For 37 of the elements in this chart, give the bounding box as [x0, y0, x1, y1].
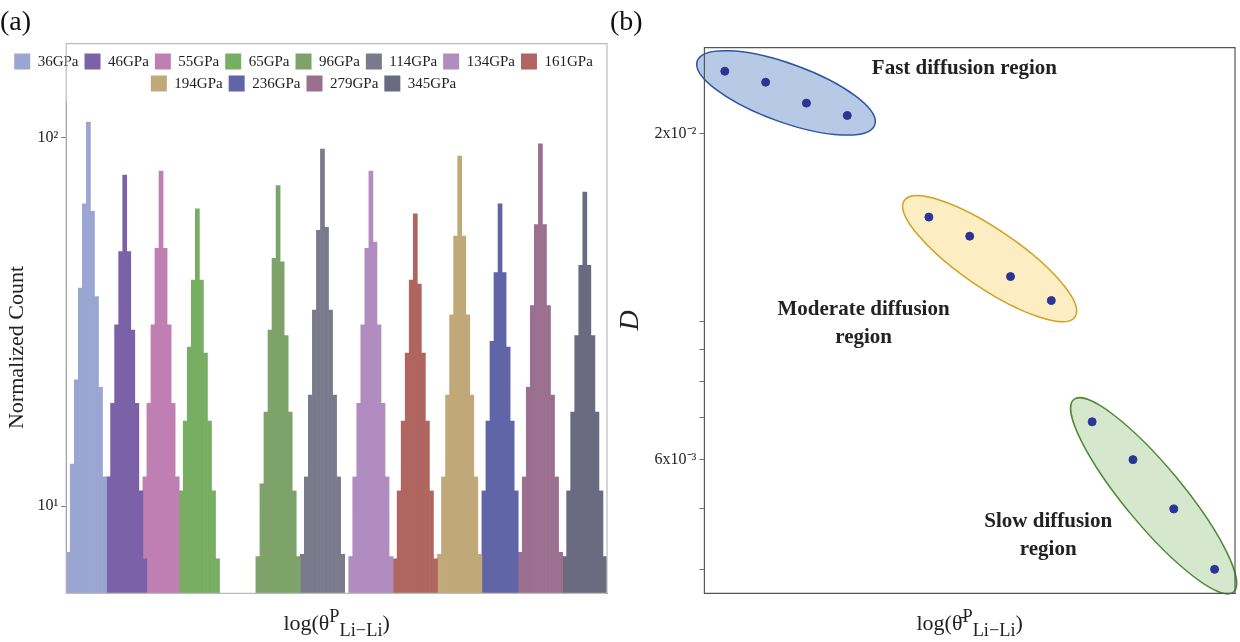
legend-label: 65GPa — [248, 52, 290, 69]
legend-label: 194GPa — [174, 74, 224, 91]
legend-label: 96GPa — [319, 52, 361, 69]
point — [1046, 296, 1056, 306]
y-tick-label: 6x10⁻³ — [654, 449, 697, 467]
point — [1210, 564, 1220, 574]
y-tick-label: 2x10⁻² — [654, 123, 697, 141]
point — [1087, 417, 1097, 427]
point — [1169, 504, 1179, 514]
legend-label: 236GPa — [252, 74, 301, 91]
point — [1128, 455, 1138, 465]
annotation: Slow diffusion region — [984, 508, 1113, 561]
point — [720, 66, 730, 76]
chart-title: (b) — [610, 5, 643, 37]
y-tick-label: 10² — [37, 127, 59, 145]
point — [1006, 272, 1016, 282]
legend-label: 161GPa — [544, 52, 594, 69]
x-axis-title: log(θ̄$^{P}$$_{Li−Li}$) — [916, 606, 1023, 641]
y-axis-title: D — [613, 310, 645, 332]
chart-title: (a) — [0, 5, 32, 37]
point — [761, 77, 771, 87]
annotation: Fast diffusion region — [871, 55, 1058, 80]
legend-label: 36GPa — [37, 52, 79, 69]
y-tick-label: 10¹ — [37, 496, 59, 514]
legend-label: 114GPa — [389, 52, 438, 69]
annotation: Moderate diffusion region — [777, 295, 950, 348]
legend-label: 55GPa — [178, 52, 220, 69]
legend-label: 279GPa — [330, 74, 379, 91]
point — [924, 212, 934, 222]
point — [965, 231, 975, 241]
legend-label: 134GPa — [466, 52, 516, 69]
x-axis-title: log(θ$^{P}$$_{Li−Li}$) — [283, 606, 390, 641]
y-axis-title: Normalized Count — [2, 265, 28, 430]
legend-label: 46GPa — [108, 52, 150, 69]
point — [842, 110, 852, 120]
legend-label: 345GPa — [407, 74, 457, 91]
point — [801, 98, 811, 108]
